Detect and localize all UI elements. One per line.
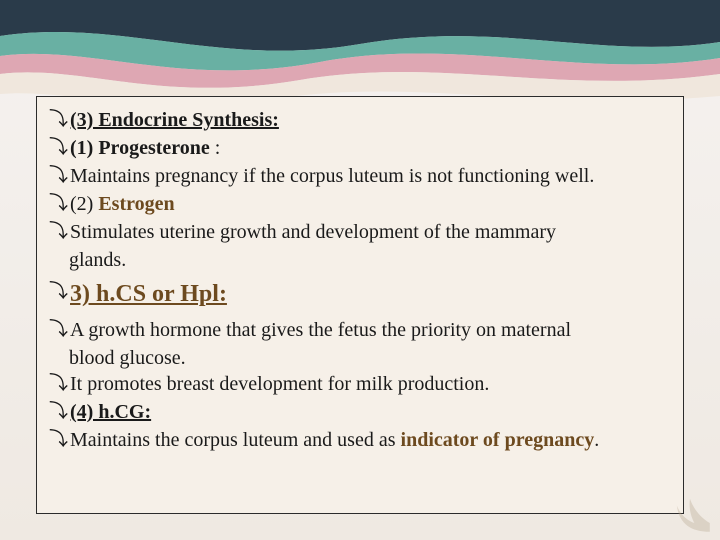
wrapped-continuation: blood glucose.: [49, 345, 665, 371]
bullet-line: ⤵Maintains pregnancy if the corpus luteu…: [49, 163, 665, 189]
text-segment: indicator of pregnancy: [401, 429, 595, 451]
text-segment: (3) Endocrine Synthesis:: [70, 109, 279, 131]
wrapped-continuation: glands.: [49, 247, 665, 273]
line-text: 3) h.CS or Hpl:: [70, 279, 227, 309]
line-text: (2) Estrogen: [70, 191, 175, 217]
text-segment: :: [215, 137, 221, 159]
bullet-icon: ⤵: [49, 219, 68, 245]
slide-lines: ⤵(3) Endocrine Synthesis:⤵(1) Progestero…: [49, 107, 665, 453]
bullet-icon: ⤵: [49, 399, 68, 425]
bullet-icon: ⤵: [49, 427, 68, 453]
bullet-line: ⤵(3) Endocrine Synthesis:: [49, 107, 665, 133]
bullet-icon: ⤵: [49, 107, 68, 133]
text-segment: A growth hormone that gives the fetus th…: [70, 319, 571, 341]
bullet-icon: ⤵: [49, 279, 68, 305]
text-segment: Estrogen: [98, 193, 174, 215]
line-text: Maintains the corpus luteum and used as …: [70, 427, 599, 453]
bullet-line: ⤵(1) Progesterone :: [49, 135, 665, 161]
bullet-icon: ⤵: [49, 163, 68, 189]
text-segment: .: [594, 429, 599, 451]
line-text: (1) Progesterone :: [70, 135, 220, 161]
text-segment: blood glucose.: [69, 347, 186, 369]
bullet-icon: ⤵: [49, 317, 68, 343]
text-segment: (1) Progesterone: [70, 137, 215, 159]
bullet-line: ⤵Stimulates uterine growth and developme…: [49, 219, 665, 245]
text-segment: 3) h.CS or Hpl:: [70, 281, 227, 307]
slide-content-box: ⤵(3) Endocrine Synthesis:⤵(1) Progestero…: [36, 96, 684, 514]
line-text: (4) h.CG:: [70, 399, 151, 425]
bullet-line: ⤵Maintains the corpus luteum and used as…: [49, 427, 665, 453]
bullet-line: ⤵(4) h.CG:: [49, 399, 665, 425]
text-segment: Stimulates uterine growth and developmen…: [70, 221, 556, 243]
bullet-icon: ⤵: [49, 371, 68, 397]
bullet-icon: ⤵: [49, 135, 68, 161]
decorative-wave: [0, 0, 720, 110]
text-segment: Maintains pregnancy if the corpus luteum…: [70, 165, 594, 187]
bullet-line: ⤵3) h.CS or Hpl:: [49, 279, 665, 309]
line-text: (3) Endocrine Synthesis:: [70, 107, 279, 133]
bullet-line: ⤵A growth hormone that gives the fetus t…: [49, 317, 665, 343]
line-text: Stimulates uterine growth and developmen…: [70, 219, 556, 245]
bullet-line: ⤵It promotes breast development for milk…: [49, 371, 665, 397]
text-segment: glands.: [69, 249, 126, 271]
bullet-icon: ⤵: [49, 191, 68, 217]
text-segment: (2): [70, 193, 98, 215]
line-text: A growth hormone that gives the fetus th…: [70, 317, 571, 343]
text-segment: It promotes breast development for milk …: [70, 373, 489, 395]
line-text: Maintains pregnancy if the corpus luteum…: [70, 163, 594, 189]
bullet-line: ⤵ (2) Estrogen: [49, 191, 665, 217]
line-text: It promotes breast development for milk …: [70, 371, 489, 397]
text-segment: (4) h.CG:: [70, 401, 151, 423]
text-segment: Maintains the corpus luteum and used as: [70, 429, 401, 451]
